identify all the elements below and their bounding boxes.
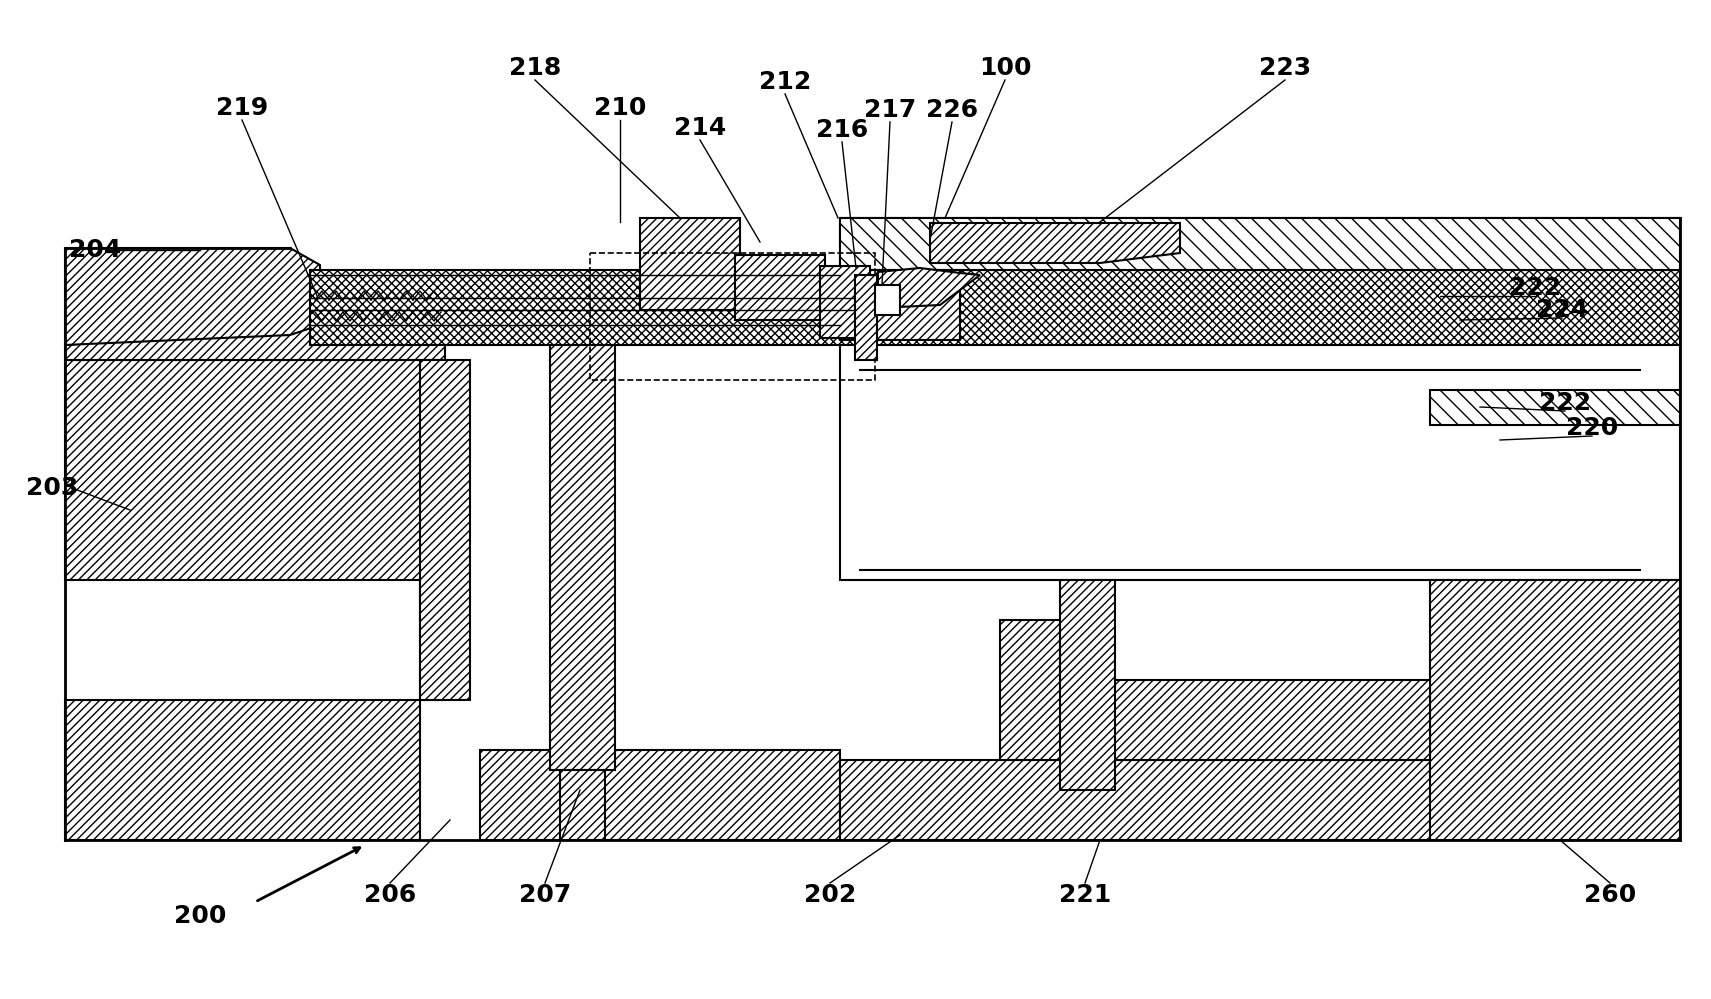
Text: 206: 206 [364, 883, 416, 907]
Bar [1061, 580, 1116, 790]
Text: 221: 221 [1059, 883, 1110, 907]
Text: 207: 207 [518, 883, 571, 907]
Text: 202: 202 [804, 883, 856, 907]
Polygon shape [65, 360, 445, 700]
Text: 224: 224 [1536, 298, 1588, 322]
Text: 222: 222 [1509, 276, 1560, 300]
Bar [1430, 390, 1680, 425]
Bar [820, 266, 869, 338]
Bar [419, 360, 471, 700]
Text: 226: 226 [926, 98, 979, 122]
Text: 260: 260 [1584, 883, 1636, 907]
Bar [481, 750, 840, 840]
Text: 223: 223 [1259, 56, 1311, 80]
Text: 218: 218 [508, 56, 561, 80]
Bar [856, 275, 878, 360]
Text: 200: 200 [175, 904, 226, 928]
Bar [840, 218, 1680, 270]
Text: 222: 222 [1538, 391, 1591, 415]
Bar [840, 270, 960, 340]
Polygon shape [999, 620, 1430, 760]
Bar [840, 760, 1680, 840]
Bar [1430, 580, 1680, 840]
Bar [861, 370, 1660, 570]
Polygon shape [878, 268, 980, 308]
Polygon shape [840, 218, 1680, 580]
Polygon shape [65, 248, 320, 345]
Bar [640, 218, 739, 310]
Text: 210: 210 [594, 96, 647, 120]
Bar [549, 330, 614, 770]
Text: 216: 216 [816, 118, 867, 142]
Text: 100: 100 [979, 56, 1032, 80]
Bar [736, 255, 825, 320]
Bar [65, 700, 419, 840]
Bar [590, 253, 874, 380]
Polygon shape [65, 325, 445, 360]
Text: 214: 214 [674, 116, 725, 140]
Text: 217: 217 [864, 98, 915, 122]
Polygon shape [931, 223, 1181, 263]
Bar [559, 770, 606, 840]
Bar [874, 285, 900, 315]
Text: 204: 204 [68, 238, 121, 262]
Text: 212: 212 [760, 70, 811, 94]
Text: 220: 220 [1566, 416, 1619, 440]
Bar [310, 270, 1680, 345]
Text: 203: 203 [26, 476, 79, 500]
Text: 219: 219 [216, 96, 269, 120]
